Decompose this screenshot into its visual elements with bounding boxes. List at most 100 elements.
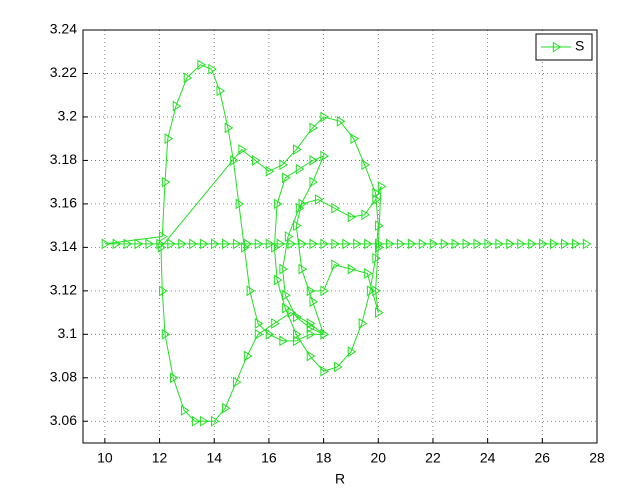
series-line — [104, 64, 587, 422]
marker — [279, 335, 289, 347]
marker — [180, 404, 190, 416]
marker — [293, 335, 302, 347]
marker — [306, 328, 316, 340]
marker — [320, 328, 330, 340]
marker — [347, 211, 357, 223]
marker — [366, 285, 376, 297]
marker — [320, 111, 330, 123]
marker — [293, 144, 302, 155]
marker — [377, 181, 387, 192]
marker — [571, 238, 581, 250]
marker — [364, 268, 373, 279]
marker — [336, 115, 346, 127]
marker — [254, 238, 264, 250]
marker — [112, 238, 122, 250]
marker — [178, 238, 187, 250]
marker — [157, 241, 167, 253]
marker — [331, 238, 340, 250]
marker — [224, 122, 234, 134]
plot-area — [83, 30, 597, 443]
marker — [320, 285, 330, 297]
marker — [172, 100, 182, 112]
marker — [243, 238, 253, 250]
marker — [407, 238, 417, 250]
y-tick-label: 3.14 — [50, 238, 77, 254]
y-tick-label: 3.16 — [50, 195, 77, 211]
marker — [282, 302, 291, 314]
marker — [451, 238, 461, 250]
y-tick-label: 3.2 — [58, 108, 78, 124]
legend-marker — [552, 41, 562, 53]
marker — [161, 328, 171, 340]
marker — [211, 238, 220, 250]
marker — [293, 328, 302, 340]
marker — [506, 238, 515, 250]
marker — [298, 263, 308, 275]
marker — [462, 238, 472, 250]
marker — [320, 238, 330, 250]
marker — [372, 252, 381, 264]
marker — [216, 85, 226, 97]
marker — [282, 172, 291, 184]
marker — [287, 238, 297, 250]
y-tick-label: 3.06 — [50, 412, 77, 428]
marker — [342, 238, 351, 250]
marker — [232, 376, 242, 388]
marker — [200, 238, 209, 250]
marker — [211, 415, 220, 427]
y-tick-label: 3.1 — [58, 325, 78, 341]
marker — [528, 238, 537, 250]
y-tick-label: 3.08 — [50, 368, 77, 384]
marker — [418, 238, 428, 250]
marker — [582, 238, 592, 250]
marker — [265, 238, 275, 250]
marker — [230, 155, 239, 166]
legend: S — [535, 33, 593, 61]
x-tick-label: 26 — [535, 450, 551, 466]
marker — [293, 220, 302, 232]
marker — [189, 238, 198, 250]
marker — [254, 318, 264, 329]
marker — [298, 238, 308, 250]
marker — [246, 285, 256, 297]
marker — [123, 238, 133, 250]
marker — [361, 209, 371, 221]
marker — [273, 198, 283, 210]
x-tick-label: 16 — [261, 450, 277, 466]
marker — [159, 231, 168, 242]
marker — [271, 318, 280, 329]
marker — [347, 263, 357, 275]
marker — [484, 238, 494, 250]
marker — [331, 259, 340, 271]
marker — [221, 238, 231, 250]
x-tick-label: 22 — [425, 450, 441, 466]
marker — [350, 133, 360, 145]
marker — [238, 144, 248, 155]
marker — [372, 194, 381, 205]
marker — [279, 159, 289, 171]
x-tick-label: 14 — [206, 450, 222, 466]
marker — [361, 159, 371, 171]
marker — [200, 415, 209, 427]
marker — [314, 194, 324, 205]
marker — [298, 198, 308, 210]
marker — [293, 311, 302, 323]
marker — [265, 165, 275, 177]
marker — [306, 285, 316, 297]
marker — [375, 241, 384, 253]
marker — [156, 238, 165, 250]
marker — [353, 238, 362, 250]
marker — [221, 402, 231, 414]
marker — [550, 238, 559, 250]
marker — [241, 241, 250, 253]
marker — [271, 241, 280, 253]
marker — [309, 296, 319, 308]
marker — [161, 176, 171, 188]
marker — [309, 176, 319, 188]
marker — [375, 307, 384, 318]
x-tick-label: 12 — [152, 450, 168, 466]
marker — [252, 155, 261, 166]
x-tick-label: 24 — [480, 450, 496, 466]
marker — [495, 238, 505, 250]
